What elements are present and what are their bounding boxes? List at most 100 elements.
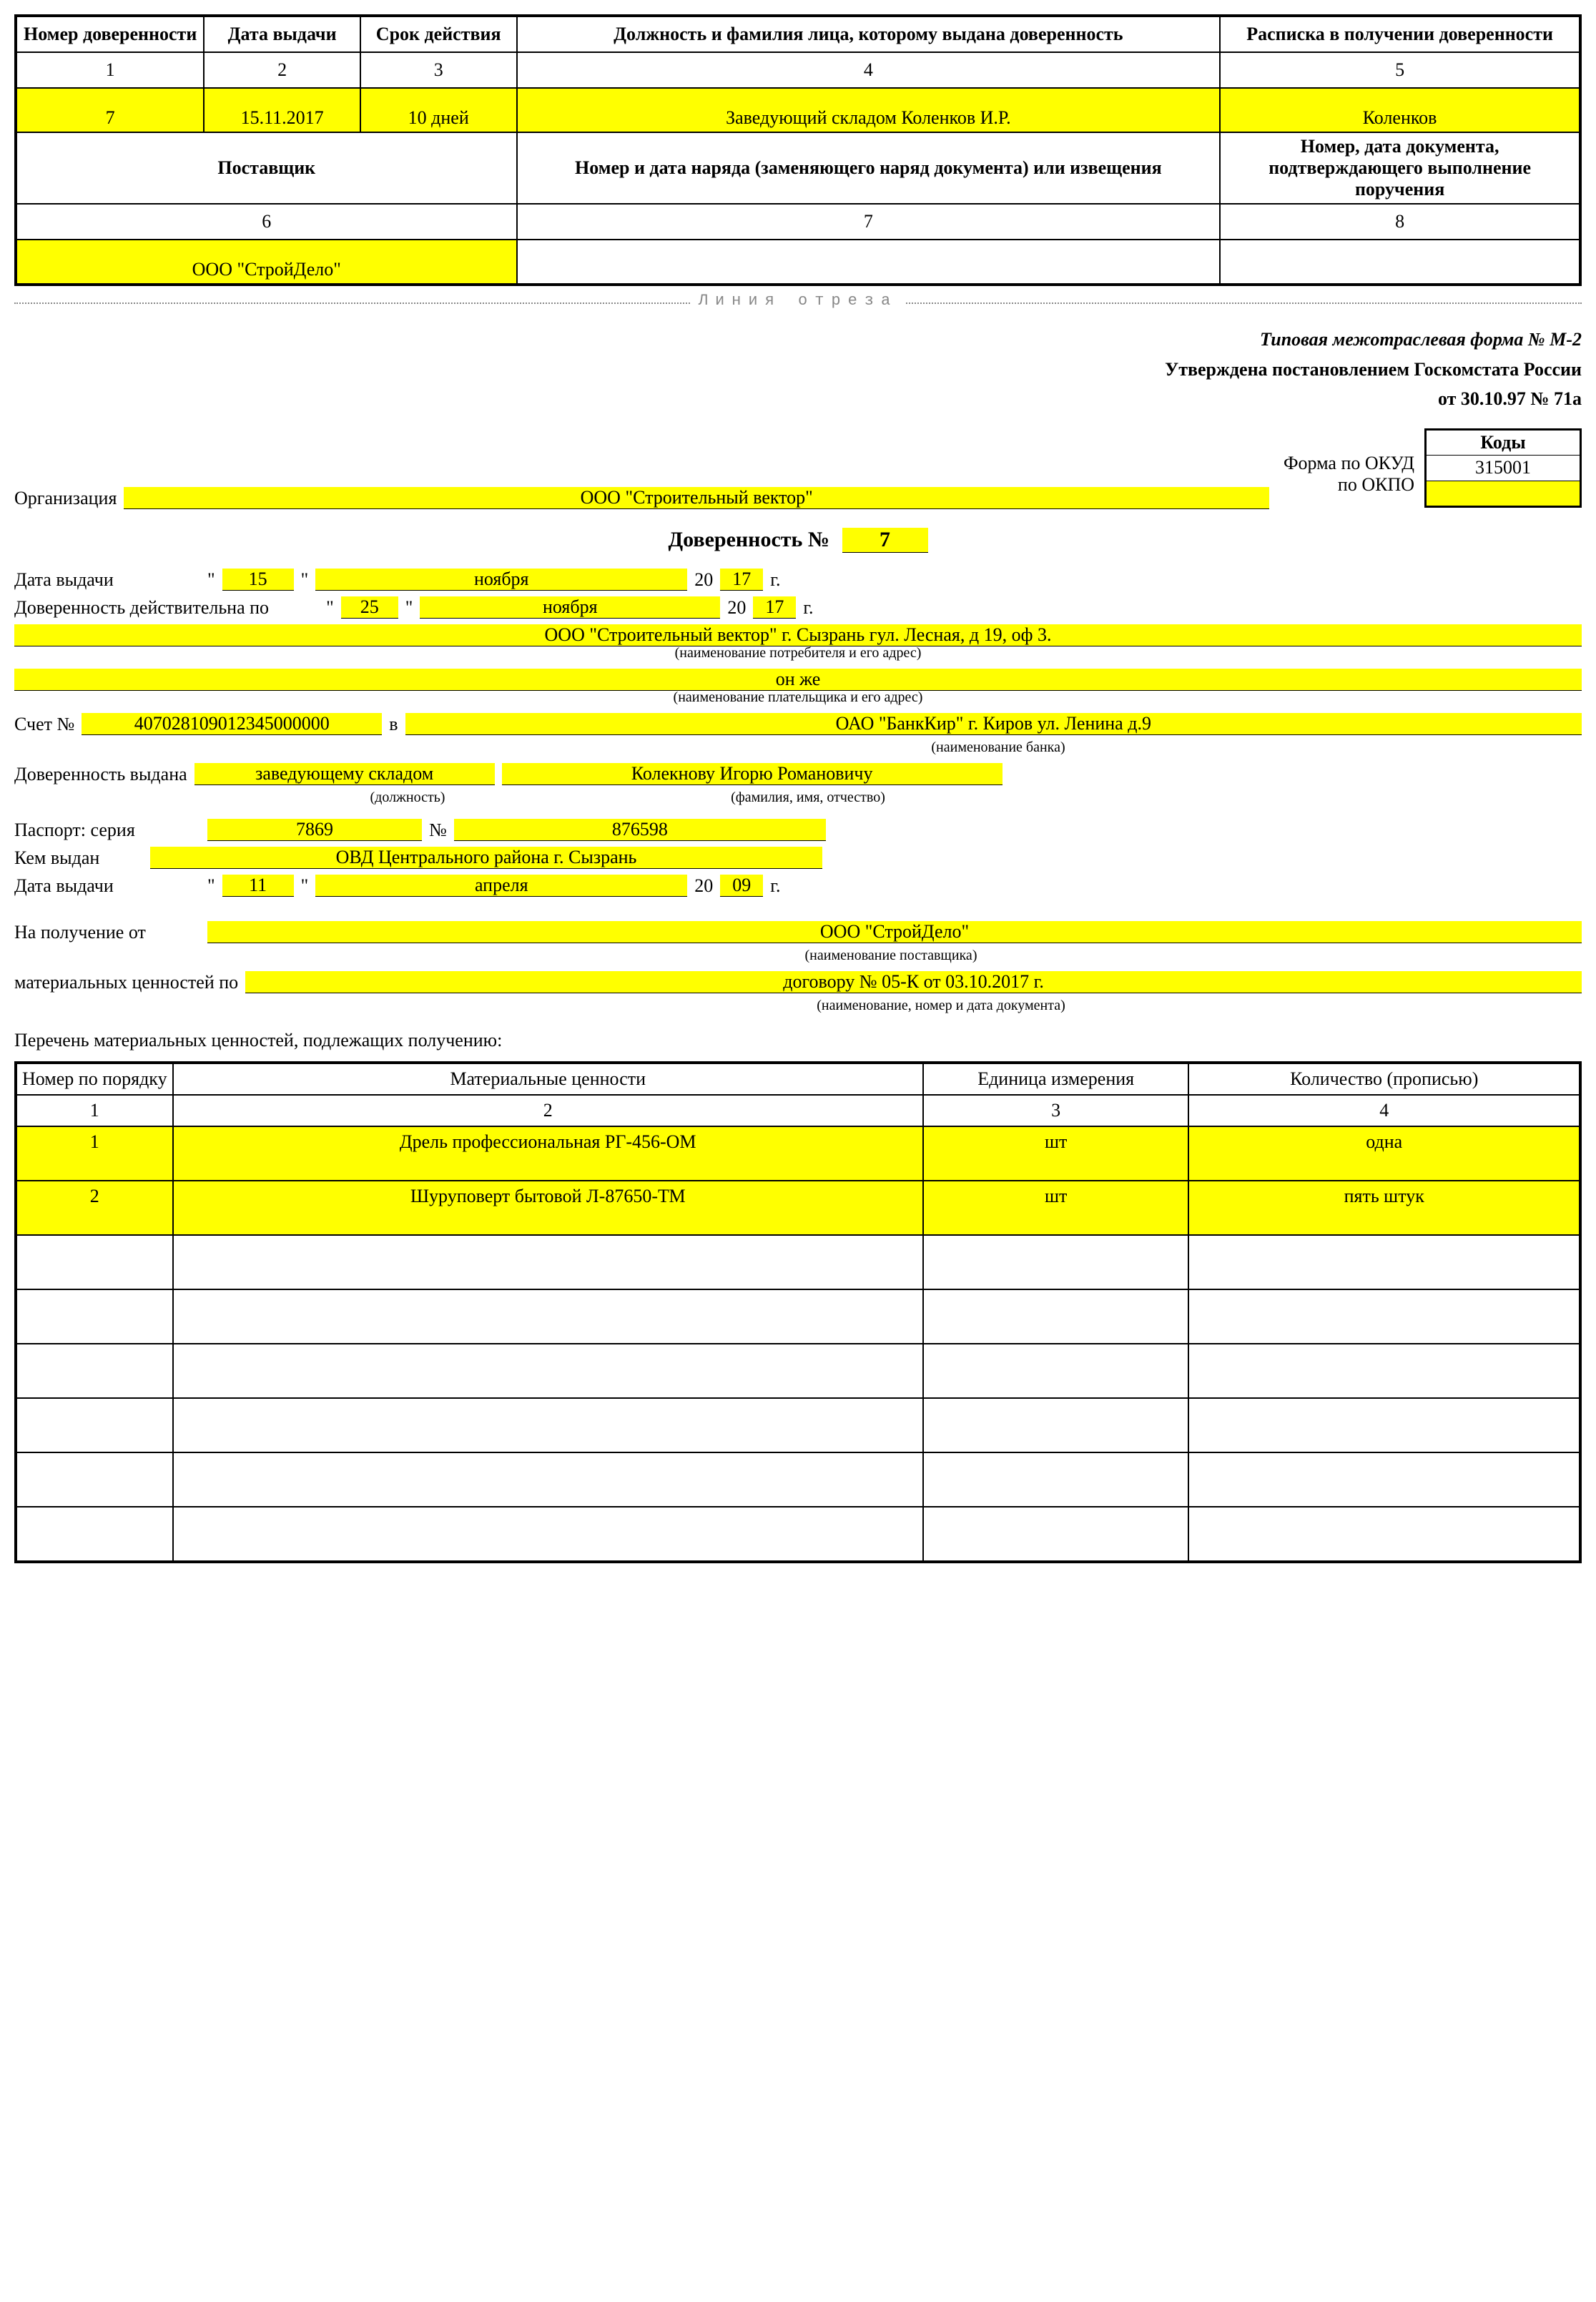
vq2: " <box>405 597 413 619</box>
table-cell <box>16 1235 173 1289</box>
items-h2: Материальные ценности <box>173 1063 923 1095</box>
issue-day: 15 <box>222 569 294 591</box>
okud-label: Форма по ОКУД <box>1284 453 1414 474</box>
items-h4: Количество (прописью) <box>1188 1063 1580 1095</box>
issue-date-label: Дата выдачи <box>14 569 200 591</box>
account-number: 407028109012345000000 <box>82 713 382 735</box>
table-cell <box>923 1398 1189 1452</box>
table-cell: шт <box>923 1181 1189 1235</box>
ys: г. <box>770 569 780 591</box>
passport-yy: 09 <box>720 875 763 897</box>
title-prefix: Доверенность № <box>668 528 829 551</box>
spine2-n3: 8 <box>1220 204 1580 240</box>
doc-title: Доверенность № 7 <box>14 528 1582 553</box>
items-n1: 1 <box>16 1095 173 1126</box>
pys: г. <box>770 875 780 897</box>
table-cell <box>923 1507 1189 1561</box>
basis-row: материальных ценностей по договору № 05-… <box>14 971 1582 993</box>
table-row <box>16 1452 1580 1507</box>
spine2-h2: Номер и дата наряда (заменяющего наряд д… <box>517 132 1221 204</box>
spine2-n2: 7 <box>517 204 1221 240</box>
vys: г. <box>803 597 813 619</box>
table-cell: 1 <box>16 1126 173 1181</box>
position-caption: (должность) <box>257 790 558 806</box>
form-header: Типовая межотраслевая форма № М-2 Утверж… <box>14 325 1582 414</box>
spine2-v3 <box>1220 240 1580 284</box>
spine-table: Номер доверенности Дата выдачи Срок дейс… <box>14 14 1582 286</box>
valid-yy: 17 <box>753 596 796 619</box>
basis-label: материальных ценностей по <box>14 972 238 993</box>
q1: " <box>207 569 215 591</box>
issued-fio: Колекнову Игорю Романовичу <box>502 763 1003 785</box>
table-cell: шт <box>923 1126 1189 1181</box>
pq2: " <box>301 875 309 897</box>
table-cell <box>923 1344 1189 1398</box>
q2: " <box>301 569 309 591</box>
issued-by: ОВД Центрального района г. Сызрань <box>150 847 822 869</box>
table-row <box>16 1235 1580 1289</box>
passport-day: 11 <box>222 875 294 897</box>
table-cell <box>1188 1235 1580 1289</box>
title-number: 7 <box>842 528 928 553</box>
receive-caption: (наименование поставщика) <box>200 948 1582 964</box>
spine2-v2 <box>517 240 1221 284</box>
table-cell <box>923 1289 1189 1344</box>
receive-value: ООО "СтройДело" <box>207 921 1582 943</box>
table-row: 1Дрель профессиональная РГ-456-ОМштодна <box>16 1126 1580 1181</box>
spine2-h1: Поставщик <box>16 132 517 204</box>
spine-v2: 15.11.2017 <box>204 88 360 132</box>
spine-v4: Заведующий складом Коленков И.Р. <box>517 88 1221 132</box>
okpo-value <box>1426 481 1581 506</box>
table-cell <box>923 1452 1189 1507</box>
table-cell <box>923 1235 1189 1289</box>
table-cell <box>173 1235 923 1289</box>
valid-until-row: Доверенность действительна по " 25 " ноя… <box>14 596 1582 619</box>
passport-date-label: Дата выдачи <box>14 875 200 897</box>
items-n4: 4 <box>1188 1095 1580 1126</box>
bank-name: ОАО "БанкКир" г. Киров ул. Ленина д.9 <box>405 713 1582 735</box>
vq1: " <box>326 597 334 619</box>
cut-line: Линия отреза <box>14 292 1582 313</box>
table-cell <box>173 1344 923 1398</box>
items-n2: 2 <box>173 1095 923 1126</box>
payer-caption: (наименование плательщика и его адрес) <box>14 689 1582 706</box>
consumer-value: ООО "Строительный вектор" г. Сызрань гул… <box>14 624 1582 646</box>
table-cell <box>1188 1289 1580 1344</box>
spine2-h3: Номер, дата документа, подтверждающего в… <box>1220 132 1580 204</box>
table-row <box>16 1344 1580 1398</box>
issue-yy: 17 <box>720 569 763 591</box>
account-in: в <box>389 714 398 735</box>
table-cell <box>173 1452 923 1507</box>
table-cell <box>16 1289 173 1344</box>
table-cell <box>1188 1398 1580 1452</box>
table-cell <box>16 1344 173 1398</box>
valid-month: ноября <box>420 596 720 619</box>
receive-from-row: На получение от ООО "СтройДело" <box>14 921 1582 943</box>
bank-caption: (наименование банка) <box>415 739 1582 756</box>
form-header-line3: от 30.10.97 № 71а <box>14 384 1582 414</box>
issued-by-label: Кем выдан <box>14 847 143 869</box>
org-label: Организация <box>14 488 117 509</box>
spine-n2: 2 <box>204 52 360 88</box>
passport-series: 7869 <box>207 819 422 841</box>
account-row: Счет № 407028109012345000000 в ОАО "Банк… <box>14 713 1582 735</box>
table-row: 2Шуруповерт бытовой Л-87650-ТМштпять шту… <box>16 1181 1580 1235</box>
pq1: " <box>207 875 215 897</box>
spine-h4: Должность и фамилия лица, которому выдан… <box>517 16 1221 52</box>
valid-label: Доверенность действительна по <box>14 597 269 619</box>
items-heading: Перечень материальных ценностей, подлежа… <box>14 1030 1582 1051</box>
passport-num-label: № <box>429 820 447 841</box>
receive-label: На получение от <box>14 922 200 943</box>
table-cell: пять штук <box>1188 1181 1580 1235</box>
cut-line-label: Линия отреза <box>690 292 906 310</box>
spine2-n1: 6 <box>16 204 517 240</box>
table-cell <box>16 1507 173 1561</box>
basis-value: договору № 05-К от 03.10.2017 г. <box>245 971 1582 993</box>
form-header-line1: Типовая межотраслевая форма № М-2 <box>14 325 1582 355</box>
table-cell <box>16 1452 173 1507</box>
valid-day: 25 <box>341 596 398 619</box>
spine2-v1: ООО "СтройДело" <box>16 240 517 284</box>
issued-label: Доверенность выдана <box>14 764 187 785</box>
items-h3: Единица измерения <box>923 1063 1189 1095</box>
issue-date-row: Дата выдачи " 15 " ноября 20 17 г. <box>14 569 1582 591</box>
